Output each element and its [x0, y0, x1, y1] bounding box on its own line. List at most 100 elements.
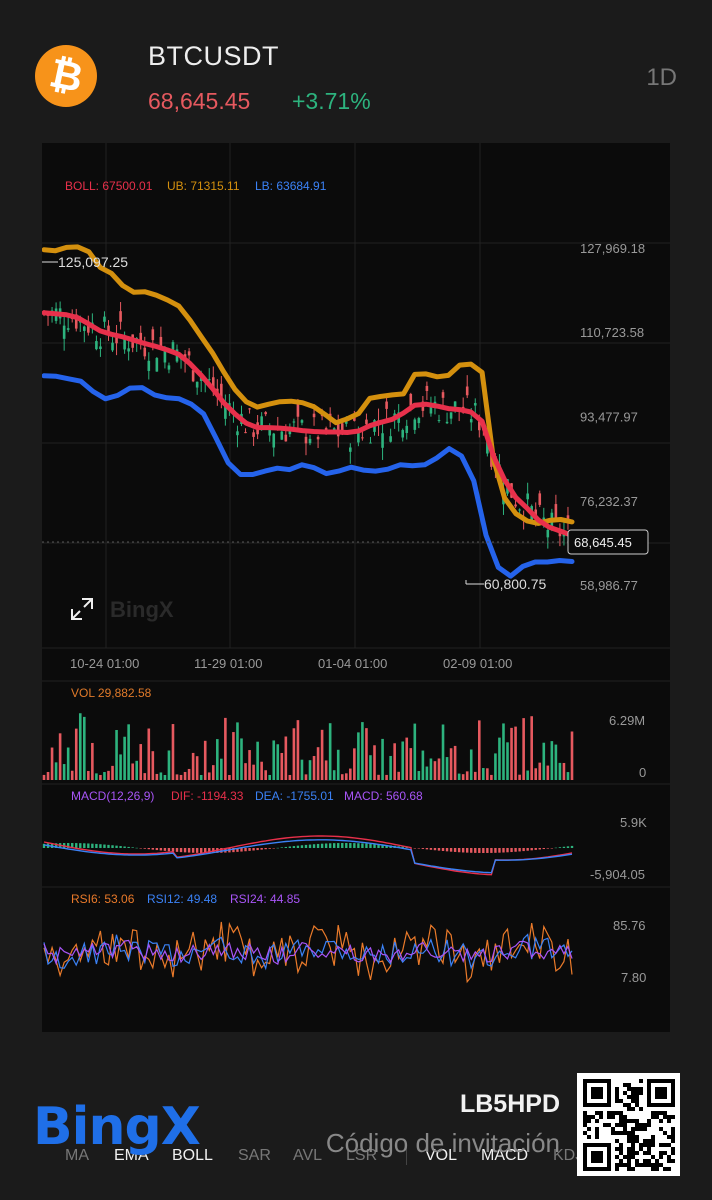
- volume-bar: [433, 761, 437, 780]
- tab-avl[interactable]: AVL: [293, 1147, 323, 1164]
- volume-bar: [449, 748, 453, 780]
- chart-area[interactable]: BOLL: 67500.01 UB: 71315.11 LB: 63684.91…: [41, 143, 670, 1166]
- lb-line: [41, 373, 575, 579]
- macd-bar: [377, 844, 380, 848]
- macd-bar: [107, 844, 110, 848]
- tab-kdj[interactable]: KDJ: [553, 1147, 584, 1164]
- qr-module: [619, 1143, 623, 1147]
- candle-body: [473, 403, 477, 406]
- macd-bar: [272, 848, 275, 849]
- qr-module: [635, 1103, 639, 1107]
- qr-module: [627, 1155, 631, 1159]
- macd-bar: [99, 844, 102, 848]
- volume-bar: [159, 772, 163, 780]
- volume-bar: [135, 760, 139, 780]
- qr-module: [671, 1115, 675, 1119]
- tab-sar[interactable]: SAR: [238, 1147, 271, 1164]
- macd-bar: [75, 843, 78, 848]
- qr-module: [643, 1163, 647, 1167]
- bollinger-bands: [41, 244, 575, 579]
- interval-button[interactable]: 1D: [646, 64, 677, 91]
- qr-module: [635, 1139, 639, 1143]
- candle-body: [477, 421, 481, 431]
- macd-bar: [300, 845, 304, 848]
- macd-bar: [159, 848, 163, 851]
- qr-module: [663, 1167, 667, 1171]
- volume-bar: [336, 749, 340, 780]
- qr-module: [655, 1163, 659, 1167]
- volume-bar: [494, 753, 497, 780]
- candle-body: [409, 393, 413, 407]
- qr-module: [615, 1099, 619, 1103]
- rsi6-label: RSI6: 53.06: [71, 892, 135, 906]
- candle-body: [139, 332, 143, 344]
- qr-module: [623, 1123, 627, 1127]
- tab-ema[interactable]: EMA: [114, 1147, 149, 1164]
- candle-body: [119, 311, 122, 322]
- volume-bar: [211, 765, 215, 780]
- volume-bar: [143, 773, 147, 780]
- volume-bar: [546, 765, 550, 780]
- qr-finder: [591, 1087, 603, 1099]
- volume-bar: [445, 757, 449, 780]
- volume-bar: [95, 773, 98, 780]
- volume-bar: [83, 716, 86, 780]
- qr-module: [595, 1111, 599, 1115]
- macd-bar: [220, 848, 223, 853]
- bingx-logo: BingX: [33, 1097, 201, 1157]
- y-tick-label: 93,477.97: [580, 410, 638, 425]
- macd-bar: [328, 843, 332, 848]
- qr-module: [619, 1163, 623, 1167]
- candle-body: [66, 328, 70, 330]
- candle-body: [284, 434, 288, 442]
- qr-module: [611, 1115, 615, 1119]
- tab-boll[interactable]: BOLL: [172, 1147, 213, 1164]
- volume-bar: [175, 774, 179, 780]
- qr-module: [651, 1155, 655, 1159]
- volume-bar: [429, 758, 433, 780]
- volume-bar: [401, 741, 405, 780]
- candle-body: [127, 348, 130, 352]
- qr-module: [639, 1123, 643, 1127]
- candle-body: [425, 385, 429, 391]
- candle-body: [546, 529, 550, 538]
- tab-macd[interactable]: MACD: [481, 1147, 529, 1164]
- qr-module: [631, 1167, 635, 1171]
- volume-bar: [417, 771, 421, 780]
- volume-bars: [42, 713, 574, 780]
- volume-bar: [78, 713, 82, 780]
- tab-lsr[interactable]: LSR: [346, 1147, 378, 1164]
- qr-module: [631, 1095, 635, 1099]
- volume-bar: [312, 756, 316, 780]
- qr-module: [619, 1131, 623, 1135]
- qr-module: [627, 1159, 631, 1163]
- candle-body: [518, 509, 521, 511]
- volume-bar: [421, 750, 425, 780]
- qr-module: [635, 1099, 639, 1103]
- candle-body: [224, 406, 227, 419]
- qr-module: [631, 1147, 635, 1151]
- volume-bar: [207, 772, 211, 780]
- fullscreen-icon[interactable]: [71, 598, 93, 620]
- macd-bar: [361, 843, 364, 848]
- macd-bar: [312, 844, 316, 848]
- qr-module: [671, 1151, 675, 1155]
- candle-body: [252, 432, 255, 437]
- qr-module: [635, 1091, 639, 1095]
- chart-svg[interactable]: BOLL: 67500.01 UB: 71315.11 LB: 63684.91…: [41, 143, 670, 1003]
- qr-module: [667, 1115, 671, 1119]
- candle-body: [280, 431, 284, 440]
- macd-bar: [441, 848, 445, 852]
- tab-vol[interactable]: VOL: [425, 1147, 458, 1164]
- qr-module: [639, 1163, 643, 1167]
- candle-body: [103, 316, 106, 322]
- qr-module: [651, 1135, 655, 1139]
- tab-ma[interactable]: MA: [65, 1147, 89, 1164]
- qr-module: [663, 1115, 667, 1119]
- macd-bar: [115, 845, 118, 848]
- macd-bar: [204, 848, 207, 853]
- volume-bar: [441, 724, 445, 780]
- macd-dea-line: [43, 839, 573, 874]
- volume-bar: [240, 738, 243, 780]
- qr-module: [631, 1151, 635, 1155]
